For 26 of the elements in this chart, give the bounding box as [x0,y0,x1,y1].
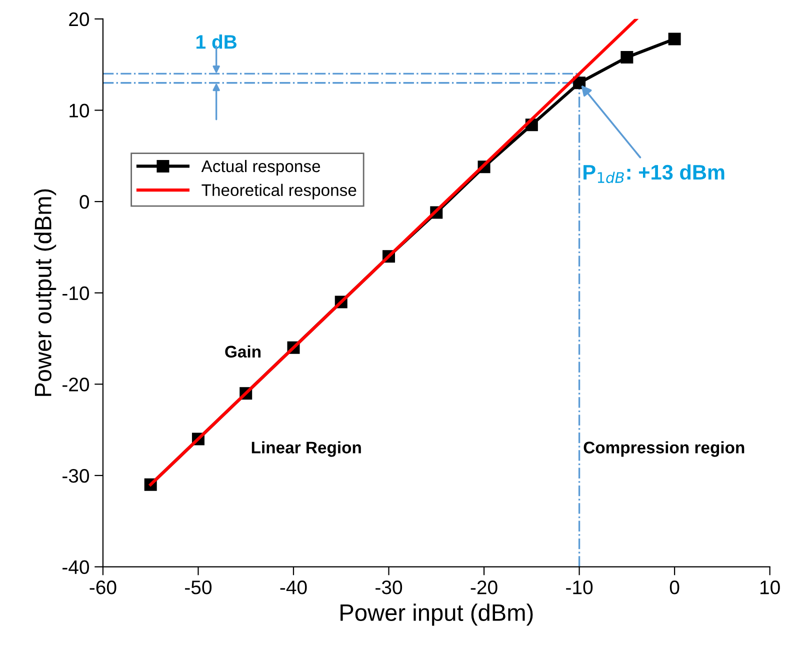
y-axis-title: Power output (dBm) [34,189,56,396]
legend-label: Actual response [201,160,320,176]
annotation: Linear Region [252,441,361,457]
point [668,32,681,46]
y-tick-label: 0 [80,195,90,209]
x-tick-label: -60 [90,580,116,594]
annotation: Gain [225,345,260,358]
annotation: 1 dB [196,34,237,49]
y-tick-label: -40 [62,560,90,574]
x-axis-title: Power input (dBm) [340,604,533,626]
x-tick-label: 0 [670,580,680,594]
y-tick-label: 10 [70,104,90,118]
point [620,51,634,64]
annotation: P$_{1dB}$: +13 dBm [584,164,724,184]
annotation: Compression region [584,441,744,457]
x-tick-label: -10 [566,580,593,594]
y-tick-label: -10 [62,286,90,300]
legend-label: Theoretical response [202,184,356,200]
y-tick-label: -30 [62,468,90,483]
x-tick-label: -40 [280,580,307,594]
x-tick-label: -20 [470,580,498,594]
x-tick-label: -50 [185,580,212,594]
y-tick-label: 20 [69,12,90,26]
y-tick-label: -20 [62,378,90,392]
x-tick-label: -30 [376,580,402,594]
x-tick-label: 10 [760,580,780,594]
